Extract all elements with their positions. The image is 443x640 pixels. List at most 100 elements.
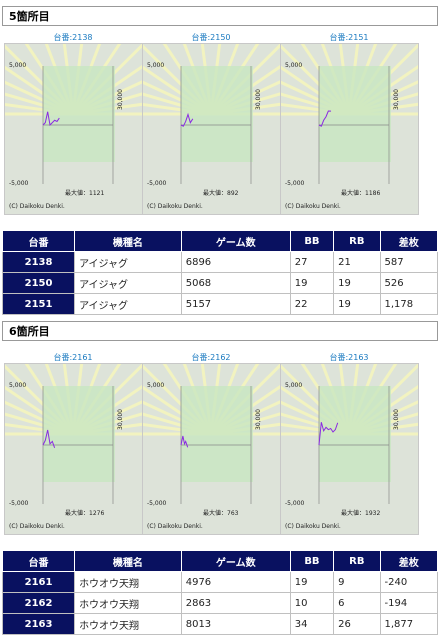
chart-svg: [281, 44, 418, 184]
section-5-header: 5箇所目: [2, 6, 438, 26]
max-value-label: 最大値：1186: [341, 190, 381, 197]
max-value-label: 最大値：1932: [341, 510, 381, 517]
section-6-header: 6箇所目: [2, 321, 438, 341]
chart-panel: 5,000 -5,000 30,000 最大値：892 (C) Daikoku Denk…: [142, 43, 281, 215]
table-cell: アイジャグ: [74, 293, 182, 315]
y-tick-label: 5,000: [9, 62, 27, 69]
table-cell: 526: [379, 272, 438, 294]
chart-panel: 5,000 -5,000 30,000 最大値：763 (C) Daikoku Denk…: [142, 363, 281, 535]
column-header: ゲーム数: [180, 230, 291, 252]
section-5-charts: 台番:2138 5,000 -5,000 30,000 最大値：1121 (C) Daik…: [0, 33, 443, 215]
section-6-charts: 台番:2161 5,000 -5,000 30,000 最大値：1276 (C) Daik…: [0, 353, 443, 535]
column-header: 台番: [1, 230, 76, 252]
series-line: [318, 110, 332, 127]
y-tick-label: -5,000: [147, 180, 167, 187]
table-cell: 6896: [180, 251, 291, 273]
table-cell: アイジャグ: [74, 251, 182, 273]
y-tick-label: -5,000: [285, 180, 305, 187]
chart-title[interactable]: 台番:2150: [191, 33, 231, 42]
series-line: [180, 435, 189, 448]
table-row[interactable]: 2150 アイジャグ 5068 19 19 526: [1, 272, 438, 294]
series-line: [180, 112, 194, 127]
table-cell: 34: [289, 613, 335, 635]
copyright: (C) Daikoku Denki.: [285, 203, 341, 210]
y-tick-label: -5,000: [9, 500, 29, 507]
chart-svg: [143, 364, 280, 504]
max-value-label: 最大値：892: [203, 190, 239, 197]
table-cell: 21: [333, 251, 381, 273]
chart-panel: 5,000 -5,000 30,000 最大値：1186 (C) Daikoku Den…: [280, 43, 419, 215]
table-cell: 19: [289, 571, 335, 593]
chart-panel: 5,000 -5,000 30,000 最大値：1276 (C) Daikoku Den…: [4, 363, 143, 535]
machine-number-cell[interactable]: 2163: [1, 613, 76, 635]
table-header-row: 台番 機種名 ゲーム数 BB RB 差枚: [1, 230, 438, 252]
table-cell: 4976: [180, 571, 291, 593]
x-tick-label: 30,000: [255, 409, 262, 430]
chart-svg: [281, 364, 418, 504]
table-cell: 2863: [180, 592, 291, 614]
table-cell: -194: [379, 592, 438, 614]
table-cell: 26: [333, 613, 381, 635]
table-header-row: 台番 機種名 ゲーム数 BB RB 差枚: [1, 550, 438, 572]
table-row[interactable]: 2163 ホウオウ天翔 8013 34 26 1,877: [1, 613, 438, 635]
table-row[interactable]: 2162 ホウオウ天翔 2863 10 6 -194: [1, 592, 438, 614]
table-row[interactable]: 2138 アイジャグ 6896 27 21 587: [1, 251, 438, 273]
chart-title[interactable]: 台番:2138: [53, 33, 93, 42]
machine-number-cell[interactable]: 2150: [1, 272, 76, 294]
chart-card[interactable]: 台番:2162 5,000 -5,000 30,000 最大値：763 (C) Daiko…: [142, 353, 281, 535]
table-cell: -240: [379, 571, 438, 593]
section-title: 6箇所目: [9, 325, 50, 338]
chart-panel: 5,000 -5,000 30,000 最大値：1932 (C) Daikoku Den…: [280, 363, 419, 535]
table-cell: 27: [289, 251, 335, 273]
series-line: [42, 111, 60, 127]
table-row[interactable]: 2161 ホウオウ天翔 4976 19 9 -240: [1, 571, 438, 593]
column-header: 差枚: [379, 550, 438, 572]
chart-card[interactable]: 台番:2138 5,000 -5,000 30,000 最大値：1121 (C) Daik…: [4, 33, 143, 215]
chart-card[interactable]: 台番:2163 5,000 -5,000 30,000 最大値：1932 (C) Daik…: [280, 353, 419, 535]
y-tick-label: -5,000: [285, 500, 305, 507]
max-value-label: 最大値：1121: [65, 190, 105, 197]
y-tick-label: 5,000: [147, 382, 165, 389]
x-tick-label: 30,000: [393, 409, 400, 430]
y-tick-label: 5,000: [285, 62, 303, 69]
background-machine: [319, 66, 391, 162]
column-header: 機種名: [74, 230, 182, 252]
table-cell: 5157: [180, 293, 291, 315]
copyright: (C) Daikoku Denki.: [9, 203, 65, 210]
table-cell: 19: [333, 272, 381, 294]
table-cell: 9: [333, 571, 381, 593]
section-title: 5箇所目: [9, 10, 50, 23]
chart-title[interactable]: 台番:2162: [191, 353, 231, 362]
machine-number-cell[interactable]: 2161: [1, 571, 76, 593]
section-5-table: 台番 機種名 ゲーム数 BB RB 差枚 2138 アイジャグ 6896 27 21 587 2150 ア…: [1, 230, 438, 315]
background-machine: [181, 66, 253, 162]
copyright: (C) Daikoku Denki.: [285, 523, 341, 530]
background-machine: [43, 66, 115, 162]
y-tick-label: 5,000: [285, 382, 303, 389]
machine-number-cell[interactable]: 2151: [1, 293, 76, 315]
chart-title[interactable]: 台番:2161: [53, 353, 93, 362]
x-tick-label: 30,000: [393, 89, 400, 110]
table-cell: 1,178: [379, 293, 438, 315]
table-cell: 8013: [180, 613, 291, 635]
chart-card[interactable]: 台番:2150 5,000 -5,000 30,000 最大値：892 (C) Daiko…: [142, 33, 281, 215]
x-tick-label: 30,000: [117, 89, 124, 110]
chart-title[interactable]: 台番:2151: [329, 33, 369, 42]
table-cell: 10: [289, 592, 335, 614]
series-line: [42, 429, 56, 449]
background-machine: [319, 386, 391, 482]
table-cell: アイジャグ: [74, 272, 182, 294]
machine-number-cell[interactable]: 2162: [1, 592, 76, 614]
table-row[interactable]: 2151 アイジャグ 5157 22 19 1,178: [1, 293, 438, 315]
column-header: 台番: [1, 550, 76, 572]
chart-svg: [143, 44, 280, 184]
chart-svg: [5, 44, 142, 184]
chart-card[interactable]: 台番:2151 5,000 -5,000 30,000 最大値：1186 (C) Daik…: [280, 33, 419, 215]
section-6-table: 台番 機種名 ゲーム数 BB RB 差枚 2161 ホウオウ天翔 4976 19 9 -240 2162…: [1, 550, 438, 635]
chart-card[interactable]: 台番:2161 5,000 -5,000 30,000 最大値：1276 (C) Daik…: [4, 353, 143, 535]
chart-title[interactable]: 台番:2163: [329, 353, 369, 362]
chart-svg: [5, 364, 142, 504]
y-tick-label: -5,000: [147, 500, 167, 507]
machine-number-cell[interactable]: 2138: [1, 251, 76, 273]
copyright: (C) Daikoku Denki.: [147, 523, 203, 530]
